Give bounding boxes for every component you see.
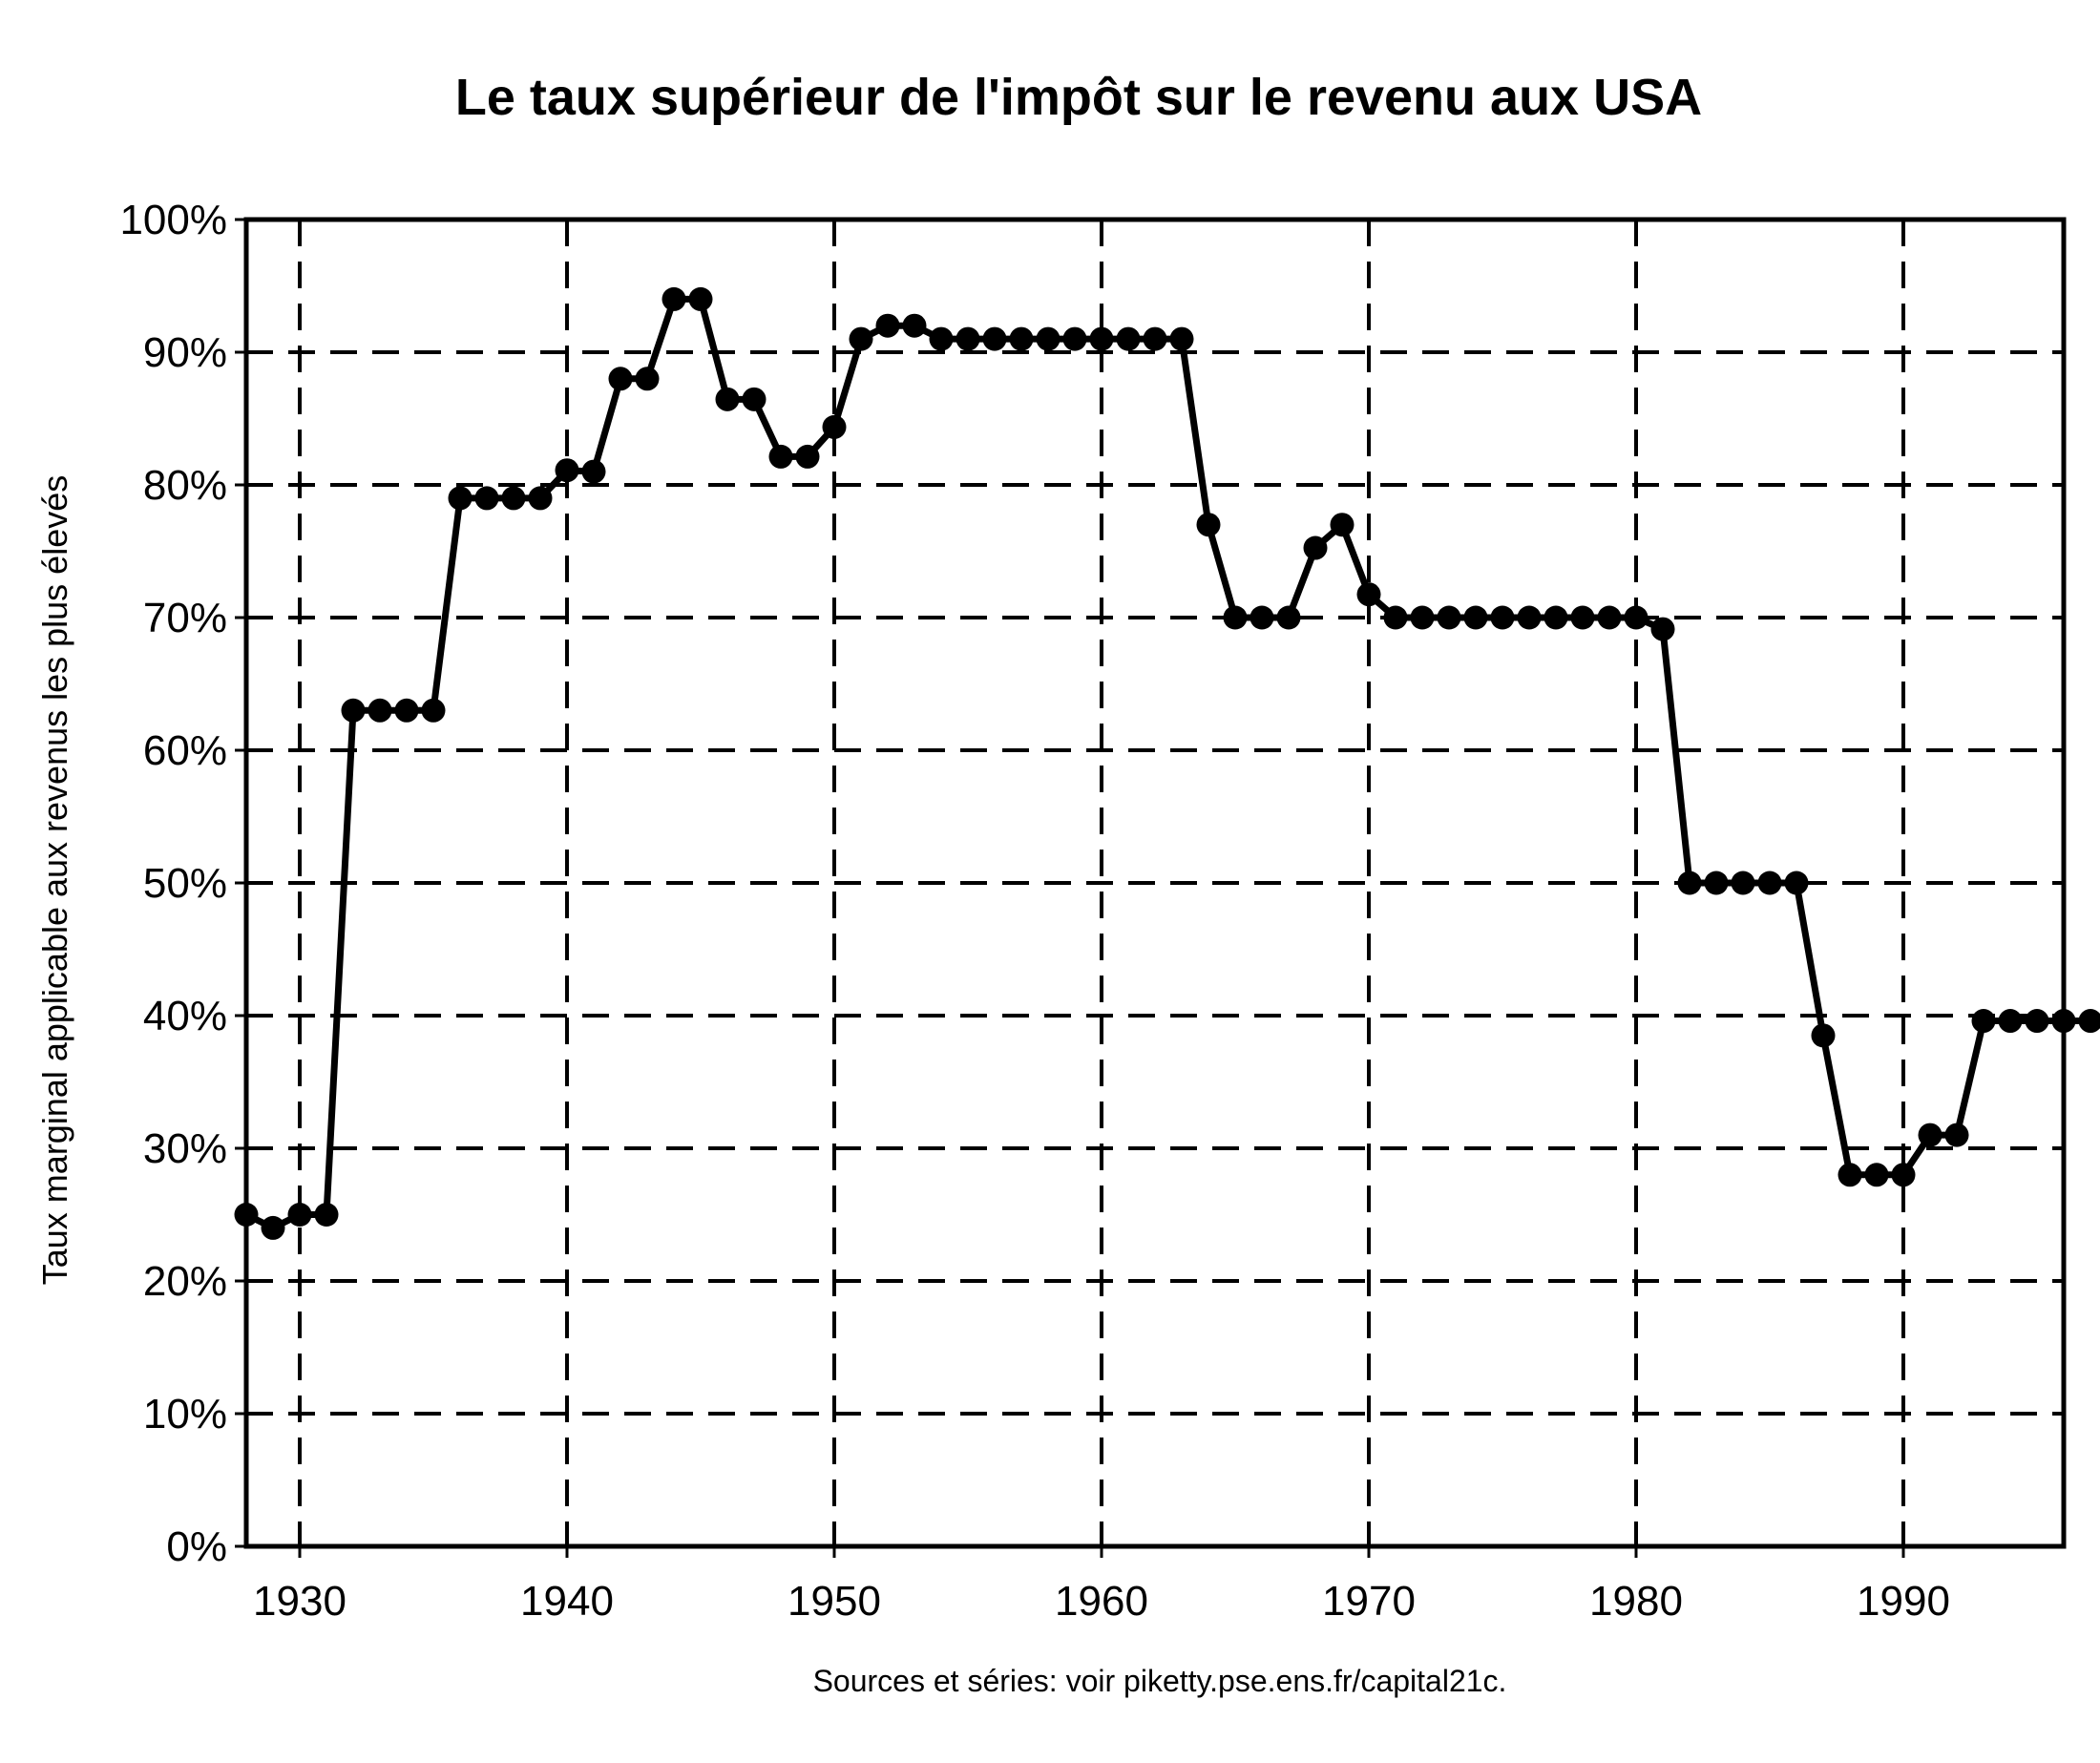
- data-point: [448, 486, 472, 511]
- data-point: [1650, 617, 1675, 641]
- data-point: [287, 1203, 312, 1227]
- data-point: [1196, 513, 1221, 537]
- data-point: [982, 326, 1007, 351]
- data-point: [341, 698, 366, 723]
- data-point: [234, 1203, 259, 1227]
- chart-title: Le taux supérieur de l'impôt sur le reve…: [455, 69, 1702, 126]
- data-point: [1062, 326, 1087, 351]
- series-line: [244, 295, 2100, 1231]
- data-point: [1544, 605, 1568, 630]
- data-point: [1383, 605, 1408, 630]
- y-tick-label: 70%: [143, 595, 227, 641]
- data-point: [608, 367, 633, 391]
- x-tick-label: 1960: [1055, 1578, 1148, 1625]
- data-point: [1971, 1009, 1996, 1034]
- data-point: [1517, 605, 1542, 630]
- data-point: [1437, 605, 1461, 630]
- data-point: [1811, 1023, 1836, 1048]
- x-tick-label: 1990: [1857, 1578, 1950, 1625]
- y-tick-label: 10%: [143, 1391, 227, 1438]
- data-point: [1677, 871, 1702, 895]
- data-point: [768, 444, 793, 469]
- data-point: [2025, 1009, 2049, 1034]
- x-tick-label: 1970: [1322, 1578, 1416, 1625]
- data-point: [2051, 1009, 2076, 1034]
- data-point: [1731, 871, 1755, 895]
- data-point: [662, 286, 686, 311]
- data-point: [1891, 1163, 1916, 1187]
- data-point: [555, 458, 579, 483]
- y-tick-label: 40%: [143, 993, 227, 1039]
- data-point: [1009, 326, 1034, 351]
- data-point: [474, 486, 499, 511]
- data-point: [1597, 605, 1622, 630]
- data-point: [1784, 871, 1809, 895]
- data-point: [1838, 1163, 1862, 1187]
- data-point: [1570, 605, 1595, 630]
- data-point: [1490, 605, 1515, 630]
- data-point: [715, 387, 740, 411]
- data-point: [1463, 605, 1488, 630]
- data-point: [929, 326, 954, 351]
- data-point: [1250, 605, 1274, 630]
- data-point: [822, 414, 847, 439]
- plot-frame: [243, 217, 2067, 1549]
- x-tick-label: 1930: [253, 1578, 346, 1625]
- data-point: [795, 444, 820, 469]
- data-point: [1169, 326, 1194, 351]
- data-point: [1223, 605, 1248, 630]
- y-tick-label: 90%: [143, 329, 227, 376]
- data-point: [1864, 1163, 1889, 1187]
- data-point: [1918, 1123, 1942, 1147]
- data-point: [528, 486, 553, 511]
- data-point: [1757, 871, 1782, 895]
- y-tick-labels: 0% 10% 20% 30% 40% 50% 60% 70% 80% 90% 100%: [119, 197, 227, 1570]
- data-point: [688, 286, 713, 311]
- x-tick-label: 1940: [520, 1578, 614, 1625]
- data-point: [421, 698, 446, 723]
- data-point: [314, 1203, 339, 1227]
- data-point: [2078, 1009, 2100, 1034]
- data-point: [902, 313, 927, 338]
- data-point: [1356, 582, 1381, 607]
- data-point: [1116, 326, 1141, 351]
- data-point: [849, 326, 873, 351]
- data-point: [742, 387, 766, 411]
- data-point: [1303, 535, 1328, 560]
- data-point: [1624, 605, 1648, 630]
- data-point: [261, 1215, 285, 1240]
- data-point: [635, 367, 660, 391]
- data-point: [1089, 326, 1114, 351]
- series-top-tax-rate: [234, 286, 2100, 1240]
- data-point: [1944, 1123, 1969, 1147]
- data-point: [1276, 605, 1301, 630]
- y-tick-label: 60%: [143, 727, 227, 774]
- y-tick-label: 50%: [143, 860, 227, 907]
- data-point: [1143, 326, 1167, 351]
- y-tick-label: 30%: [143, 1125, 227, 1172]
- data-point: [581, 459, 606, 484]
- x-tick-label: 1950: [788, 1578, 881, 1625]
- y-tick-label: 20%: [143, 1258, 227, 1305]
- data-point: [501, 486, 526, 511]
- data-point: [394, 698, 419, 723]
- data-point: [956, 326, 980, 351]
- y-tick-label: 0%: [166, 1523, 227, 1570]
- y-tick-label: 100%: [119, 197, 227, 243]
- grid-lines: [246, 220, 2064, 1546]
- data-point: [1330, 513, 1354, 537]
- axes: [235, 217, 2067, 1558]
- y-axis-label: Taux marginal applicable aux revenus les…: [35, 475, 74, 1285]
- y-tick-label: 80%: [143, 462, 227, 509]
- data-point: [1704, 871, 1729, 895]
- x-tick-labels: 193019401950196019701980199020002010: [253, 1578, 1950, 1625]
- source-note: Sources et séries: voir piketty.pse.ens.…: [813, 1664, 1507, 1698]
- x-tick-label: 1980: [1589, 1578, 1683, 1625]
- data-point: [1410, 605, 1435, 630]
- data-point: [1036, 326, 1060, 351]
- data-point: [368, 698, 392, 723]
- data-point: [875, 313, 900, 338]
- data-point: [1998, 1009, 2023, 1034]
